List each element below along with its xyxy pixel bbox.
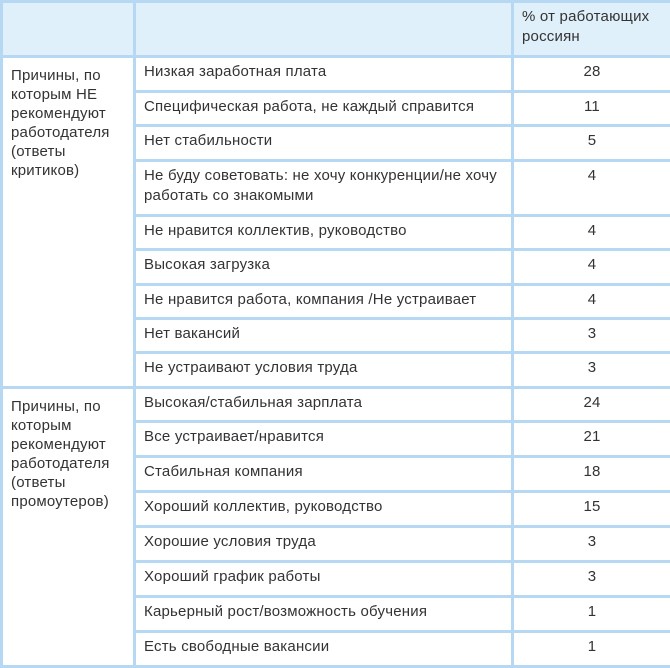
- percent-cell: 18: [513, 457, 670, 492]
- percent-cell: 3: [513, 562, 670, 597]
- reason-cell: Специфическая работа, не каждый справитс…: [135, 92, 513, 126]
- percent-cell: 5: [513, 126, 670, 161]
- reason-cell: Карьерный рост/возможность обучения: [135, 597, 513, 632]
- reason-cell: Нет стабильности: [135, 126, 513, 161]
- table-row: Причины, по которым рекомендуют работода…: [2, 388, 670, 422]
- reason-cell: Все устраивает/нравится: [135, 422, 513, 457]
- percent-cell: 4: [513, 250, 670, 285]
- reason-cell: Есть свободные вакансии: [135, 632, 513, 667]
- reason-cell: Высокая/стабильная зарплата: [135, 388, 513, 422]
- percent-cell: 15: [513, 492, 670, 527]
- header-cell-group: [2, 2, 135, 57]
- reason-cell: Низкая заработная плата: [135, 57, 513, 92]
- percent-cell: 1: [513, 597, 670, 632]
- reason-cell: Не нравится работа, компания /Не устраив…: [135, 285, 513, 319]
- reason-cell: Хороший график работы: [135, 562, 513, 597]
- percent-cell: 1: [513, 632, 670, 667]
- percent-cell: 3: [513, 527, 670, 562]
- reason-cell: Стабильная компания: [135, 457, 513, 492]
- reason-cell: Хорошие условия труда: [135, 527, 513, 562]
- reason-cell: Не устраивают условия труда: [135, 353, 513, 388]
- header-cell-percent: % от работающих россиян: [513, 2, 670, 57]
- percent-cell: 4: [513, 285, 670, 319]
- reason-cell: Нет вакансий: [135, 319, 513, 353]
- header-row: % от работающих россиян: [2, 2, 670, 57]
- reason-cell: Не буду советовать: не хочу конкуренции/…: [135, 161, 513, 216]
- percent-cell: 28: [513, 57, 670, 92]
- reason-cell: Высокая загрузка: [135, 250, 513, 285]
- percent-cell: 4: [513, 161, 670, 216]
- percent-cell: 3: [513, 353, 670, 388]
- percent-cell: 24: [513, 388, 670, 422]
- reason-cell: Хороший коллектив, руководство: [135, 492, 513, 527]
- group-label: Причины, по которым рекомендуют работода…: [2, 388, 135, 667]
- table-row: Причины, по которым НЕ рекомендуют работ…: [2, 57, 670, 92]
- percent-cell: 3: [513, 319, 670, 353]
- percent-cell: 4: [513, 216, 670, 250]
- percent-cell: 11: [513, 92, 670, 126]
- group-label: Причины, по которым НЕ рекомендуют работ…: [2, 57, 135, 388]
- percent-cell: 21: [513, 422, 670, 457]
- reason-cell: Не нравится коллектив, руководство: [135, 216, 513, 250]
- header-cell-reason: [135, 2, 513, 57]
